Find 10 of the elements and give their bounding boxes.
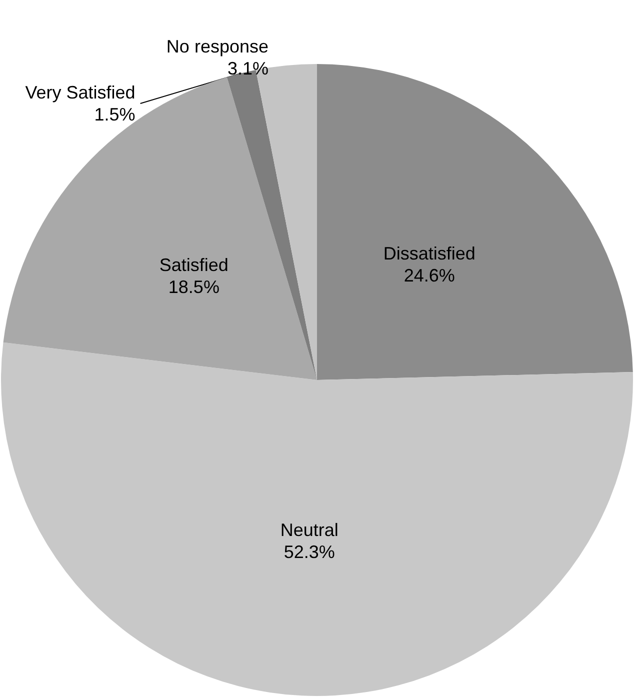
slice-label: Satisfied bbox=[159, 255, 228, 276]
slice-label: Dissatisfied bbox=[383, 244, 476, 264]
slice-label: No response bbox=[166, 36, 268, 57]
data-label: 18.5% bbox=[168, 277, 220, 298]
data-label: 24.6% bbox=[404, 266, 455, 286]
data-label: 3.1% bbox=[227, 58, 268, 79]
slice-label: Neutral bbox=[280, 520, 338, 540]
data-label: 1.5% bbox=[94, 104, 136, 125]
data-label: 52.3% bbox=[284, 542, 335, 562]
slice-label: Very Satisfied bbox=[25, 82, 136, 103]
